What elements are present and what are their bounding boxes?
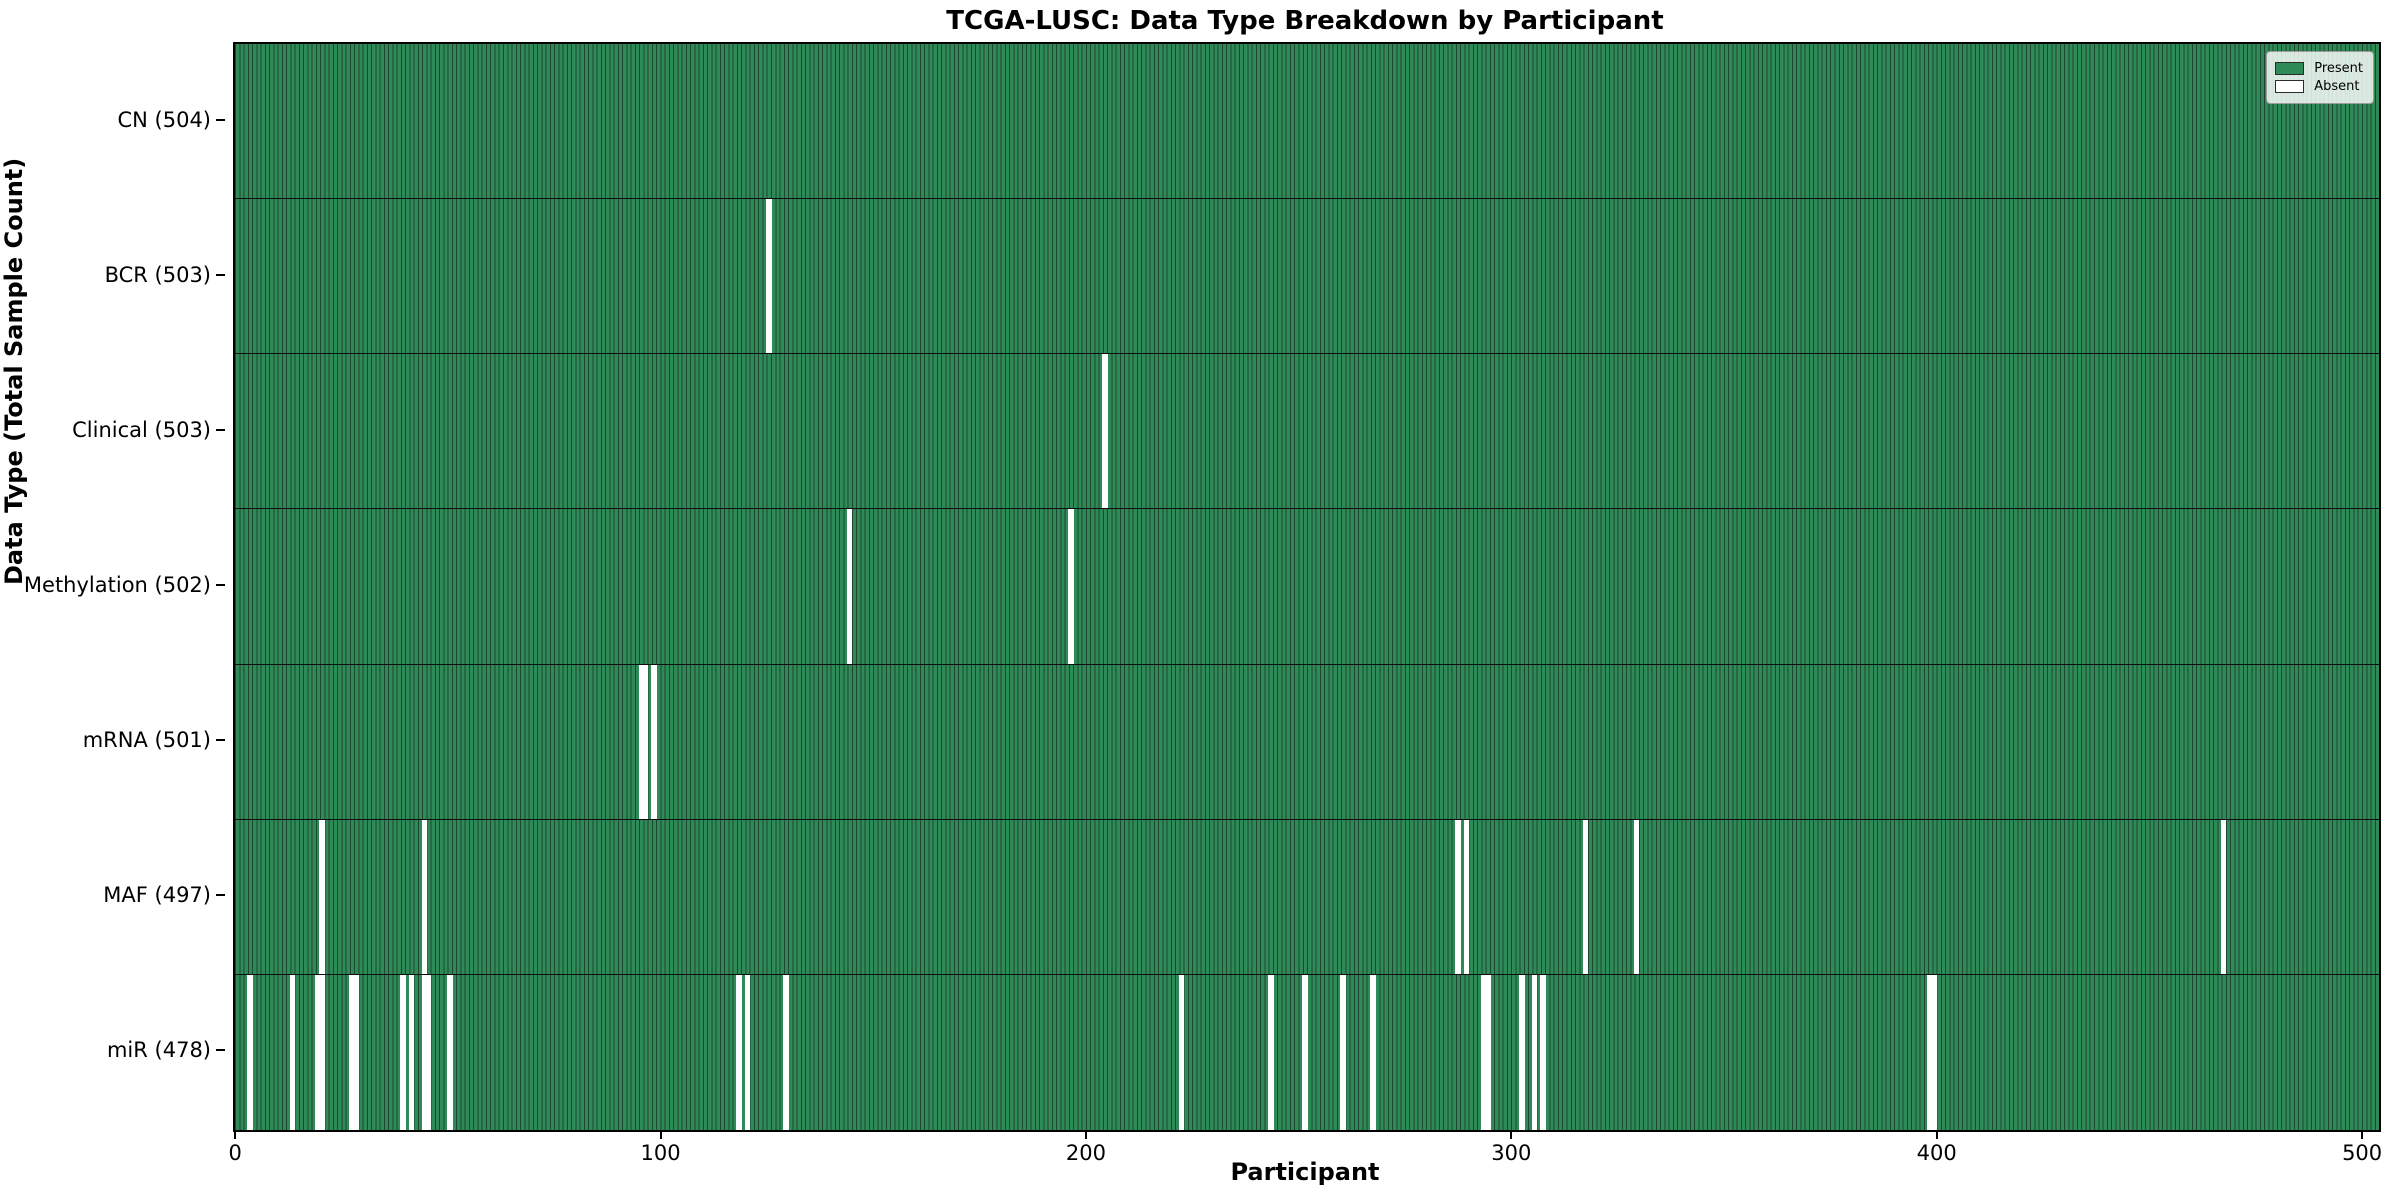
legend-entry-present: Present [2275, 61, 2363, 76]
x-tick-mark [1935, 1130, 1938, 1139]
x-axis-title: Participant [1230, 1158, 1380, 1186]
absent-gap [642, 664, 649, 819]
absent-gap [289, 974, 296, 1130]
absent-gap [783, 974, 789, 1130]
absent-gap [421, 974, 428, 1130]
legend: Present Absent [2266, 51, 2374, 104]
x-tick-label: 300 [1491, 1141, 1532, 1165]
x-tick-label: 400 [1916, 1141, 1957, 1165]
x-tick-mark [234, 1130, 237, 1139]
x-tick-mark [2361, 1130, 2364, 1139]
absent-gap [1582, 819, 1589, 974]
present-color-swatch [2275, 62, 2305, 75]
row-band-mir [235, 974, 2379, 1130]
absent-gap [736, 974, 742, 1130]
present-bars [235, 354, 2379, 509]
row-band-cn [235, 44, 2379, 200]
absent-gap [1480, 974, 1487, 1130]
absent-color-swatch [2275, 80, 2305, 93]
y-tick-label: BCR (503) [104, 262, 211, 287]
absent-gap [1519, 974, 1525, 1130]
y-tick-mark [216, 273, 225, 276]
absent-gap [1178, 974, 1185, 1130]
x-tick-mark [659, 1130, 662, 1139]
absent-gap [247, 974, 253, 1130]
x-tick-label: 500 [2342, 1141, 2383, 1165]
absent-gap [408, 974, 415, 1130]
row-band-mrna [235, 664, 2379, 820]
absent-gap [1068, 509, 1074, 664]
absent-gap [744, 974, 751, 1130]
absent-gap [846, 509, 853, 664]
row-band-maf [235, 819, 2379, 975]
absent-gap [1463, 819, 1470, 974]
legend-entry-absent: Absent [2275, 79, 2363, 94]
absent-gap [1927, 974, 1933, 1130]
absent-gap [349, 974, 355, 1130]
y-tick-mark [216, 1049, 225, 1052]
absent-gap [1268, 974, 1274, 1130]
row-band-clinical [235, 354, 2379, 510]
present-bars [235, 819, 2379, 974]
x-tick-mark [1084, 1130, 1087, 1139]
y-tick-mark [216, 894, 225, 897]
legend-label-absent: Absent [2314, 79, 2360, 94]
absent-gap [1931, 974, 1938, 1130]
absent-gap [1102, 354, 1108, 509]
absent-gap [651, 664, 657, 819]
plot-area: Present Absent [233, 42, 2381, 1132]
row-band-bcr [235, 199, 2379, 355]
absent-gap [638, 664, 644, 819]
y-tick-mark [216, 739, 225, 742]
y-axis-tick-labels: CN (504) BCR (503) Clinical (503) Methylati… [0, 42, 225, 1128]
y-tick-label: MAF (497) [103, 883, 211, 908]
present-bars [235, 664, 2379, 819]
absent-gap [1370, 974, 1376, 1130]
chart-title: TCGA-LUSC: Data Type Breakdown by Partic… [946, 6, 1664, 36]
absent-gap [319, 819, 325, 974]
x-tick-mark [1510, 1130, 1513, 1139]
absent-gap [1485, 974, 1491, 1130]
x-tick-label: 200 [1065, 1141, 1106, 1165]
absent-gap [1531, 974, 1538, 1130]
absent-gap [1455, 819, 1461, 974]
legend-label-present: Present [2314, 61, 2363, 76]
absent-gap [315, 974, 321, 1130]
absent-gap [425, 974, 432, 1130]
absent-gap [1340, 974, 1346, 1130]
absent-gap [400, 974, 406, 1130]
absent-gap [766, 199, 772, 354]
y-tick-mark [216, 428, 225, 431]
y-tick-mark [216, 584, 225, 586]
x-axis: 0 100 200 300 400 500 [228, 1130, 2382, 1170]
absent-gap [1302, 974, 1308, 1130]
absent-gap [447, 974, 453, 1130]
y-tick-label: CN (504) [117, 107, 211, 132]
present-bars [235, 44, 2379, 199]
absent-gap [1540, 974, 1546, 1130]
y-tick-label: mRNA (501) [82, 728, 211, 753]
absent-gap [2221, 819, 2227, 974]
row-band-methylation [235, 509, 2379, 665]
y-tick-label: Methylation (502) [23, 573, 211, 597]
y-tick-label: miR (478) [106, 1038, 211, 1063]
y-tick-label: Clinical (503) [72, 417, 211, 442]
x-tick-label: 0 [228, 1141, 242, 1165]
present-bars [235, 509, 2379, 664]
absent-gap [421, 819, 428, 974]
absent-gap [319, 974, 325, 1130]
y-tick-mark [216, 118, 225, 121]
absent-gap [1633, 819, 1640, 974]
present-bars [235, 199, 2379, 354]
x-tick-label: 100 [640, 1141, 681, 1165]
absent-gap [353, 974, 359, 1130]
